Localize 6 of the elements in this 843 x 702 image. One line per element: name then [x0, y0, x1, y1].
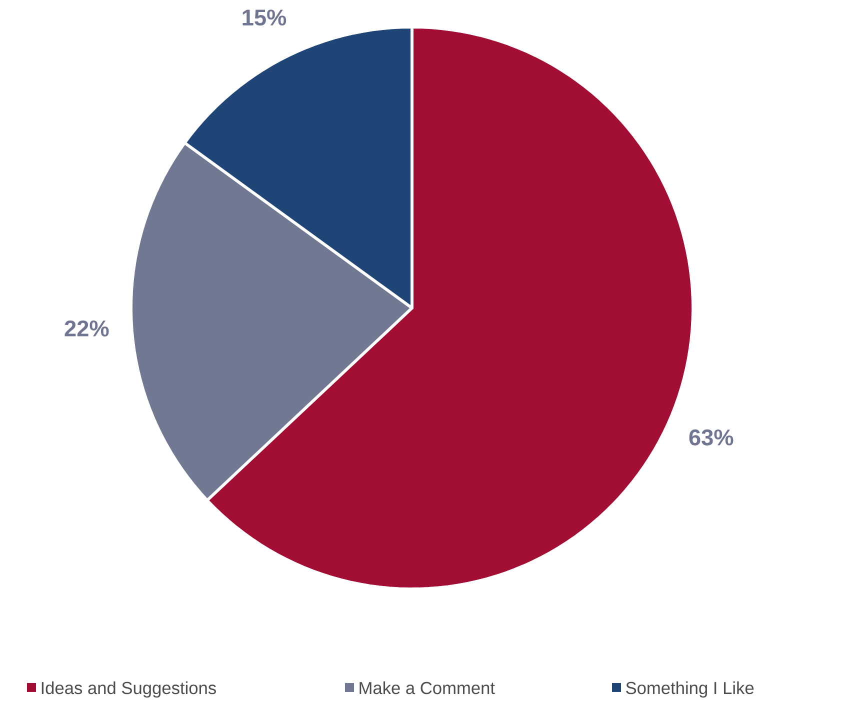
legend-label: Ideas and Suggestions [42, 681, 216, 698]
legend-label: Make a Comment [360, 681, 495, 694]
legend-label: Something I Like [626, 681, 754, 698]
data-label: 63% [689, 429, 734, 446]
data-label: 15% [242, 10, 286, 26]
data-label: 22% [64, 320, 109, 336]
